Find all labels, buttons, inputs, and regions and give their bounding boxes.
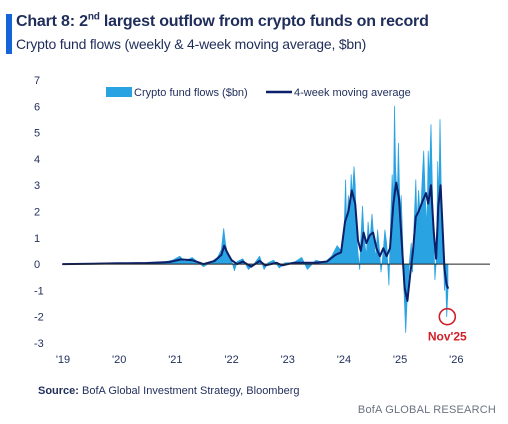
title-superscript: nd — [87, 11, 100, 23]
annotation-label: Nov'25 — [428, 330, 467, 344]
x-tick-label: '21 — [168, 354, 182, 366]
source-note: Source: BofA Global Investment Strategy,… — [38, 385, 300, 397]
y-tick-label: -2 — [34, 312, 44, 324]
title-rest: largest outflow from crypto funds on rec… — [99, 13, 429, 30]
x-tick-label: '24 — [337, 354, 351, 366]
y-tick-label: 4 — [34, 154, 40, 166]
x-tick-label: '20 — [112, 354, 126, 366]
y-tick-label: 2 — [34, 207, 40, 219]
y-tick-label: 0 — [34, 259, 40, 271]
y-tick-label: 5 — [34, 128, 40, 140]
annotation-circle — [438, 307, 457, 326]
x-tick-label: '19 — [56, 354, 70, 366]
x-tick-label: '23 — [281, 354, 295, 366]
title-prefix: Chart 8: 2 — [16, 13, 88, 30]
y-tick-label: 6 — [34, 101, 40, 113]
annotation-layer: Nov'25 — [428, 307, 467, 344]
legend-label-flows: Crypto fund flows ($bn) — [134, 87, 248, 99]
legend-swatch-flows — [106, 87, 132, 97]
y-tick-label: -3 — [34, 338, 44, 350]
source-text: BofA Global Investment Strategy, Bloombe… — [78, 385, 300, 397]
x-tick-label: '26 — [449, 354, 463, 366]
y-tick-label: -1 — [34, 285, 44, 297]
y-tick-label: 7 — [34, 75, 40, 87]
x-tick-label: '22 — [224, 354, 238, 366]
weekly-flows-area — [62, 105, 449, 333]
y-tick-label: 1 — [34, 233, 40, 245]
y-tick-label: 3 — [34, 180, 40, 192]
legend: Crypto fund flows ($bn) 4-week moving ave… — [106, 87, 411, 99]
legend-label-ma: 4-week moving average — [294, 87, 411, 99]
chart-subtitle: Crypto fund flows (weekly & 4-week movin… — [16, 36, 367, 52]
x-tick-label: '25 — [393, 354, 407, 366]
series-layer — [62, 105, 449, 333]
y-axis-layer: -3 -2 -1 0 1 2 3 4 5 6 7 — [34, 75, 44, 350]
brand-label: BofA GLOBAL RESEARCH — [357, 404, 496, 416]
chart-title: Chart 8: 2nd largest outflow from crypto… — [16, 11, 429, 31]
moving-average-line — [62, 181, 449, 302]
source-label: Source: — [38, 385, 79, 397]
title-accent-bar — [6, 14, 12, 54]
x-axis-layer: '19 '20 '21 '22 '23 '24 '25 '26 — [56, 354, 464, 366]
